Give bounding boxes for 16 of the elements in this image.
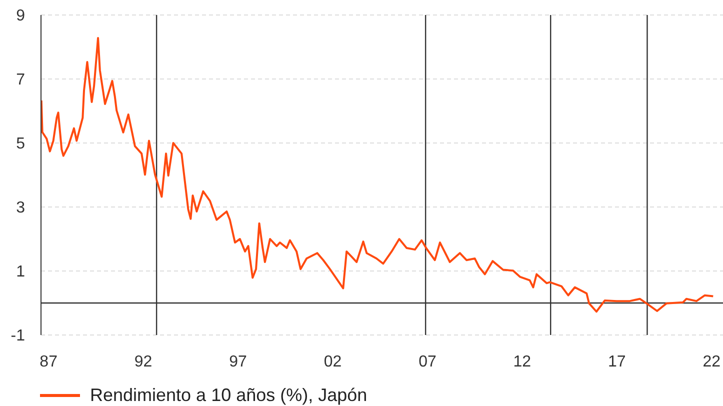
x-tick-label: 97 bbox=[229, 353, 248, 370]
x-tick-label: 87 bbox=[40, 353, 58, 370]
x-tick-label: 22 bbox=[702, 353, 721, 370]
x-tick-label: 92 bbox=[134, 353, 152, 370]
legend-label: Rendimiento a 10 años (%), Japón bbox=[90, 385, 368, 406]
x-tick-label: 12 bbox=[513, 353, 532, 370]
y-tick-label: 5 bbox=[16, 136, 26, 153]
y-tick-label: 9 bbox=[16, 8, 26, 25]
y-tick-label: 3 bbox=[16, 200, 26, 217]
y-tick-label: -1 bbox=[10, 328, 26, 345]
x-tick-label: 17 bbox=[608, 353, 626, 370]
y-tick-label: 7 bbox=[16, 72, 26, 89]
line-series bbox=[41, 37, 714, 313]
x-tick-label: 02 bbox=[324, 353, 342, 370]
x-tick-label: 07 bbox=[418, 353, 436, 370]
y-tick-label: 1 bbox=[16, 264, 26, 281]
